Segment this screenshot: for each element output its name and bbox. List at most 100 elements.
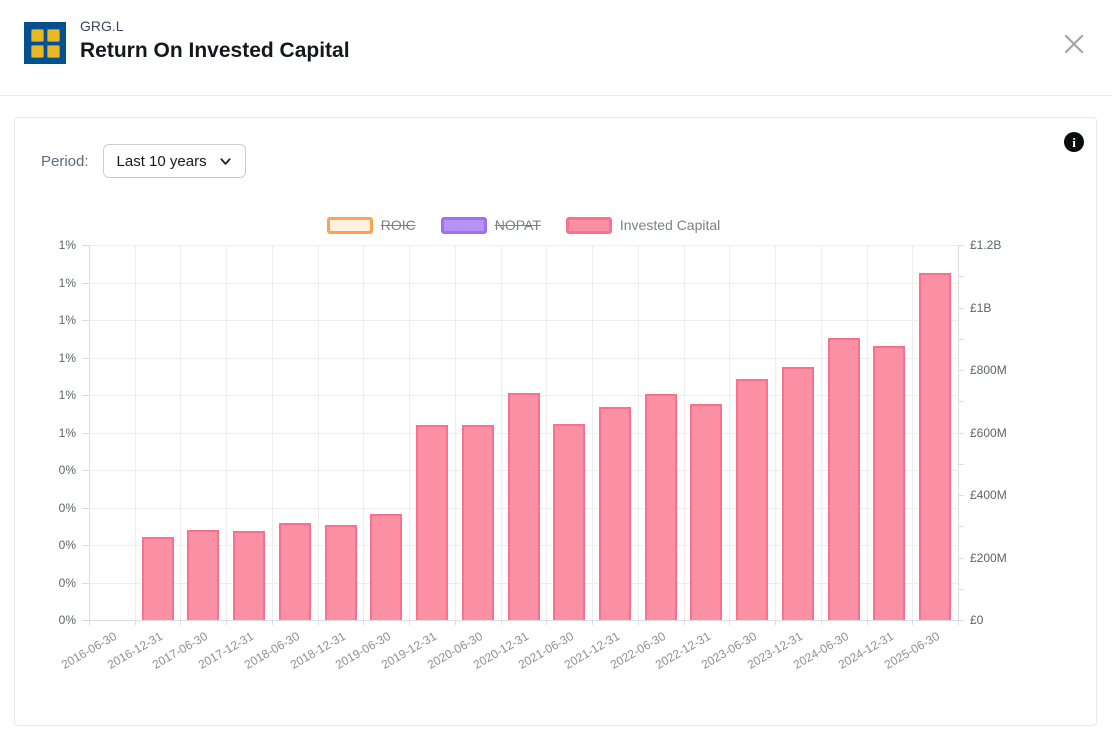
grid-hline: [89, 282, 958, 284]
legend-label: ROIC: [380, 217, 416, 233]
right-axis-tick: [958, 370, 964, 371]
legend-item-invested-capital[interactable]: Invested Capital: [565, 216, 721, 234]
right-axis-tick: [958, 495, 964, 496]
x-axis-tick: [683, 620, 685, 625]
x-axis-tick: [180, 620, 182, 625]
invested-capital-bar[interactable]: [690, 403, 723, 620]
chart-panel: i Period: Last 10 years ROIC NOPAT Investe…: [14, 117, 1097, 726]
legend-item-nopat[interactable]: NOPAT: [440, 216, 541, 234]
invested-capital-bar[interactable]: [370, 514, 403, 620]
left-axis-tick: [82, 582, 89, 584]
invested-capital-bar[interactable]: [736, 378, 769, 620]
invested-capital-bar[interactable]: [324, 525, 357, 620]
invested-capital-bar[interactable]: [507, 392, 540, 620]
right-axis-tick: [958, 432, 964, 434]
x-axis-tick: [271, 620, 273, 625]
left-axis-label: 0%: [58, 463, 76, 477]
logo-square: [46, 28, 60, 42]
left-axis-tick: [82, 320, 89, 321]
invested-capital-bar[interactable]: [278, 523, 311, 620]
legend-swatch: [565, 216, 612, 234]
logo-square: [30, 28, 44, 42]
right-axis-label: £1.2B: [970, 238, 1002, 252]
grid-hline: [89, 620, 958, 621]
left-axis-label: 1%: [58, 350, 76, 365]
right-axis-tick: [958, 338, 964, 340]
invested-capital-bar[interactable]: [873, 345, 906, 620]
ticker-symbol: GRG.L: [80, 18, 124, 34]
invested-capital-bar[interactable]: [919, 273, 952, 620]
left-axis-tick: [82, 545, 89, 546]
grid-hline: [89, 320, 958, 321]
period-label: Period:: [41, 152, 89, 170]
invested-capital-bar[interactable]: [644, 393, 677, 620]
grid-vline: [820, 245, 822, 620]
grid-vline: [866, 245, 868, 620]
x-axis-tick: [729, 620, 731, 625]
grid-vline: [271, 245, 273, 620]
right-axis-tick: [958, 588, 964, 590]
right-axis-tick: [958, 245, 964, 246]
invested-capital-bar[interactable]: [233, 530, 266, 620]
header-text: GRG.L Return On Invested Capital: [80, 17, 350, 65]
left-axis-tick: [82, 507, 89, 509]
left-axis-tick: [82, 357, 89, 359]
close-button[interactable]: [1061, 32, 1087, 58]
grid-vline: [454, 245, 456, 620]
grid-vline: [134, 245, 136, 620]
grid-vline: [683, 245, 685, 620]
grid-vline: [775, 245, 777, 620]
left-axis-tick: [82, 245, 89, 246]
x-axis-tick: [363, 620, 365, 625]
x-axis-tick: [454, 620, 456, 625]
left-axis-label: 0%: [58, 500, 76, 515]
left-axis-label: 1%: [58, 238, 76, 252]
left-axis-label: 1%: [58, 425, 76, 440]
left-axis-label: 0%: [58, 613, 76, 627]
x-axis-tick: [820, 620, 822, 625]
x-axis-tick: [592, 620, 594, 625]
invested-capital-bar[interactable]: [187, 530, 220, 620]
chart-legend: ROIC NOPAT Invested Capital: [89, 215, 958, 235]
left-axis-label: 0%: [58, 575, 76, 590]
invested-capital-bar[interactable]: [598, 406, 631, 620]
x-axis-tick: [409, 620, 411, 625]
right-axis-label: £400M: [970, 488, 1007, 502]
right-axis-label: £0: [970, 613, 984, 627]
x-axis-tick: [775, 620, 777, 625]
left-axis-label: 1%: [58, 388, 76, 402]
left-axis-label: 1%: [58, 313, 76, 327]
invested-capital-bar[interactable]: [827, 337, 860, 620]
legend-item-roic[interactable]: ROIC: [326, 216, 416, 234]
invested-capital-bar[interactable]: [461, 424, 494, 620]
left-axis-tick: [82, 620, 89, 621]
invested-capital-bar[interactable]: [141, 537, 174, 620]
roic-bar-chart[interactable]: 1% 1% 1% 1% 1% 1% 0% 0% 0% 0% 0% £1.2B £1B £800M £600M…: [59, 238, 1007, 672]
logo-square: [46, 44, 60, 58]
invested-capital-bar[interactable]: [553, 423, 586, 620]
grid-vline: [500, 245, 502, 620]
x-axis-tick: [912, 620, 914, 625]
grid-vline: [226, 245, 228, 620]
x-axis-tick: [958, 620, 959, 625]
right-axis-tick: [958, 463, 964, 465]
grid-vline: [180, 245, 182, 620]
x-axis-tick: [134, 620, 136, 625]
x-axis-tick: [866, 620, 868, 625]
x-axis-tick: [317, 620, 319, 625]
invested-capital-bar[interactable]: [781, 366, 814, 620]
invested-capital-bar[interactable]: [416, 424, 449, 620]
legend-label: Invested Capital: [619, 217, 721, 233]
grid-hline: [89, 357, 958, 359]
grid-vline: [89, 245, 90, 620]
modal-header: GRG.L Return On Invested Capital: [0, 0, 1112, 96]
period-row: Period: Last 10 years: [41, 144, 246, 178]
info-icon[interactable]: i: [1064, 132, 1084, 152]
period-select[interactable]: Last 10 years: [102, 144, 246, 178]
period-select-value: Last 10 years: [116, 152, 207, 170]
right-axis-label: £800M: [970, 363, 1007, 377]
x-axis-tick: [637, 620, 639, 625]
right-axis-tick: [958, 307, 964, 309]
grid-vline: [592, 245, 594, 620]
left-axis-label: 0%: [58, 538, 76, 552]
